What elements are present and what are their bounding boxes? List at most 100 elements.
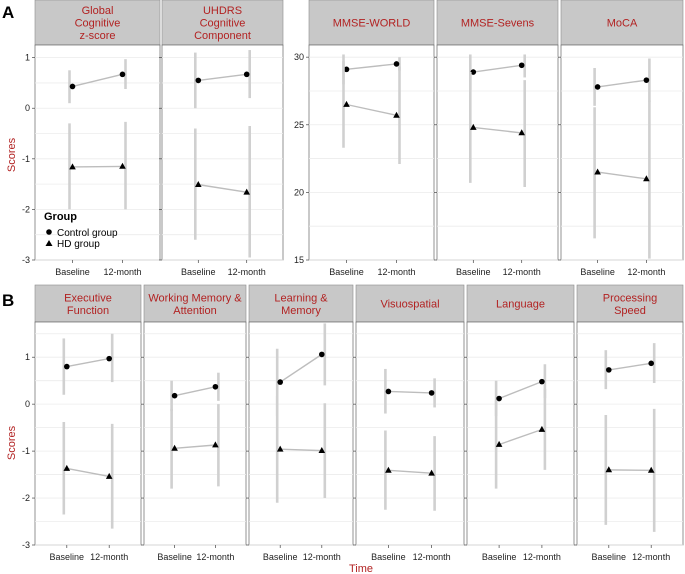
facet-learning-memory: Learning &Memory Baseline 12-month: [246, 284, 354, 562]
series-line: [346, 103, 397, 116]
y-tick-label: 30: [294, 52, 304, 62]
plot-area: [436, 44, 559, 261]
hd-point: [385, 466, 392, 473]
hd-point: [318, 447, 326, 454]
control-point: [171, 392, 178, 399]
series-line: [597, 171, 647, 180]
strip-background: [308, 0, 435, 46]
plot-area: [248, 321, 354, 546]
series-line: [72, 73, 123, 88]
x-tick-label: Baseline: [329, 267, 364, 277]
control-point: [393, 61, 400, 67]
hd-point: [393, 111, 400, 118]
series-line: [608, 362, 652, 371]
strip-background: [143, 284, 247, 323]
x-tick-label: 12-month: [413, 552, 451, 562]
control-point: [539, 378, 545, 385]
hd-point: [119, 162, 126, 169]
x-axis-title: Time: [349, 563, 373, 574]
strip-background: [436, 0, 559, 46]
hd-point: [428, 469, 435, 476]
hd-point: [470, 123, 477, 130]
control-point: [106, 355, 112, 362]
hd-point: [343, 100, 350, 107]
series-line: [346, 63, 397, 71]
series-line: [388, 390, 432, 394]
y-tick-label: 0: [25, 399, 30, 409]
x-tick-label: 12-month: [103, 267, 141, 277]
series-line: [473, 64, 522, 73]
legend-triangle-icon: [45, 240, 53, 246]
control-point: [428, 390, 435, 396]
x-tick-label: 12-month: [196, 552, 234, 562]
y-tick-label: -1: [22, 154, 30, 164]
panel-label-b: B: [2, 291, 14, 310]
facet-moca: MoCA Baseline 12-month: [558, 0, 684, 277]
y-tick-label: 1: [25, 352, 30, 362]
control-point: [496, 395, 502, 402]
hd-point: [276, 445, 284, 452]
strip-title-line: Visuospatial: [380, 299, 439, 311]
hd-point: [243, 188, 250, 195]
hd-point: [105, 472, 113, 479]
hd-point: [495, 440, 503, 447]
x-tick-label: 12-month: [627, 267, 665, 277]
series-line: [473, 126, 522, 134]
strip-background: [34, 0, 161, 46]
y-tick-label: -2: [22, 493, 30, 503]
plot-area: [576, 321, 684, 546]
strip-title-line: MoCA: [607, 18, 638, 30]
control-point: [212, 383, 219, 390]
control-point: [648, 360, 654, 367]
x-tick-label: 12-month: [523, 552, 561, 562]
strip-background: [466, 284, 575, 323]
facet-mmse-sevens: MMSE-Sevens Baseline 12-month: [434, 0, 559, 277]
y-tick-label: -3: [22, 255, 30, 265]
facet-working-memory-attention: Working Memory &Attention Baseline 12-mont…: [141, 284, 247, 562]
control-point: [64, 363, 70, 370]
strip-background: [576, 284, 684, 323]
hd-point: [69, 163, 76, 170]
strip-title-line: Executive: [64, 292, 112, 304]
legend: Group Control group HD group: [44, 211, 118, 250]
control-point: [643, 77, 650, 83]
x-tick-label: Baseline: [482, 552, 517, 562]
control-point: [343, 66, 350, 73]
panel-label-a: A: [2, 3, 14, 22]
x-tick-label: Baseline: [263, 552, 298, 562]
x-tick-label: Baseline: [55, 267, 90, 277]
strip-title-line: Cognitive: [200, 18, 246, 30]
strip-background: [34, 284, 142, 323]
hd-point: [605, 466, 613, 473]
series-line: [597, 79, 647, 88]
control-point: [606, 367, 612, 373]
x-tick-label: Baseline: [157, 552, 192, 562]
strip-title-line: Attention: [173, 305, 216, 317]
series-line: [279, 353, 323, 383]
x-tick-label: 12-month: [503, 267, 541, 277]
series-line: [498, 428, 543, 446]
strip-title-line: Component: [194, 30, 251, 42]
series-line: [174, 444, 216, 449]
control-point: [470, 69, 477, 75]
series-line: [280, 448, 322, 452]
control-point: [119, 71, 126, 78]
control-point: [243, 71, 250, 78]
facet-visuospatial: Visuospatial Baseline 12-month: [353, 284, 465, 562]
strip-title-line: Speed: [614, 305, 646, 317]
series-line: [198, 183, 247, 193]
x-tick-label: Baseline: [592, 552, 627, 562]
strip-title-line: Memory: [281, 305, 321, 317]
series-line: [72, 165, 123, 168]
series-line: [66, 357, 110, 368]
x-tick-label: 12-month: [90, 552, 128, 562]
legend-item-hd: HD group: [57, 239, 100, 250]
control-point: [277, 379, 284, 385]
plot-area: [143, 321, 247, 546]
y-tick-label: -1: [22, 446, 30, 456]
